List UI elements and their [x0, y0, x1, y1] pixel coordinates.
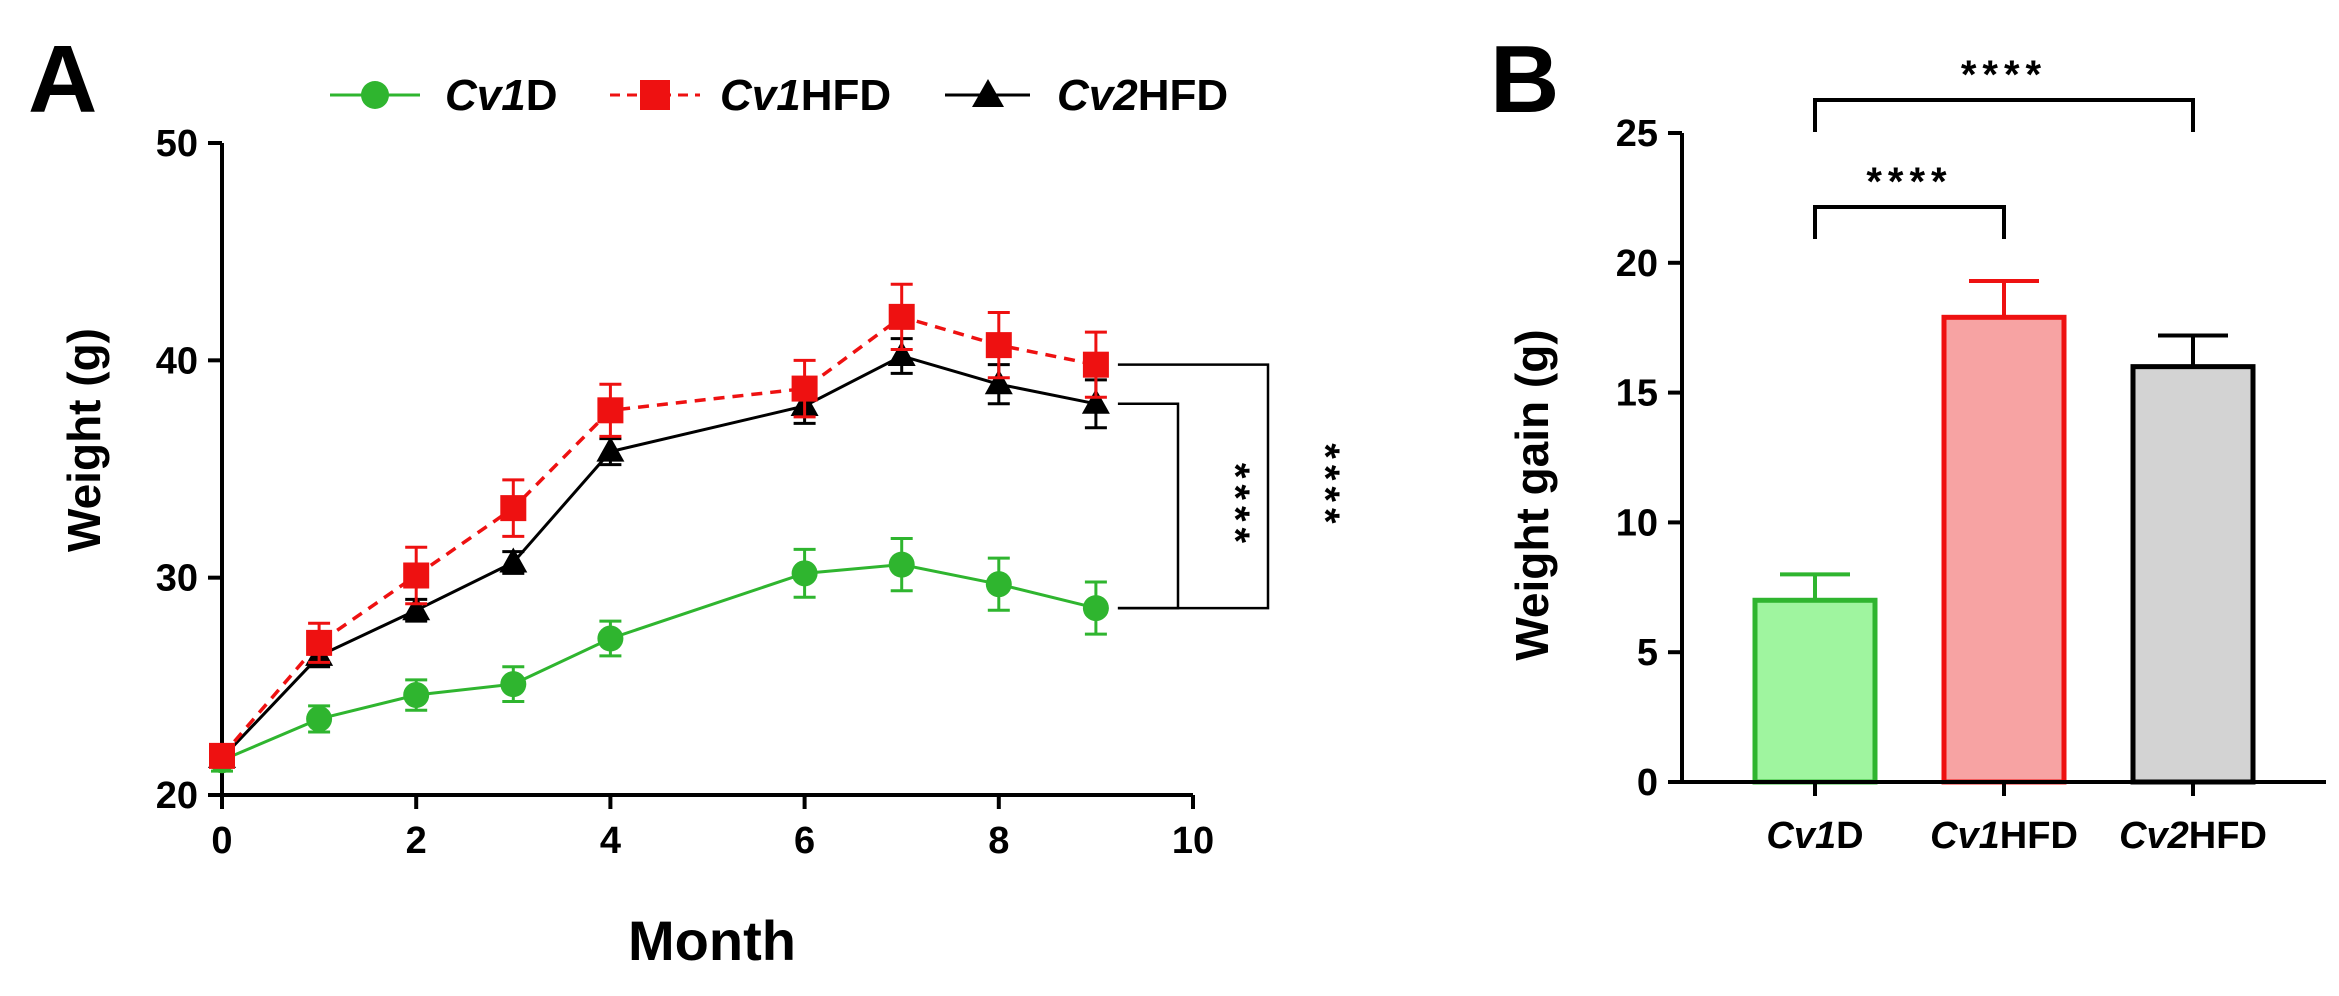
y-tick-label-a: 40: [156, 340, 198, 382]
data-point-cv1hfd: [209, 742, 235, 769]
y-tick-label-a: 20: [156, 775, 198, 817]
data-point-cv1hfd: [500, 495, 527, 522]
series-line-cv1d: [221, 563, 1097, 762]
significance-bracket-a: [1117, 363, 1270, 610]
x-axis-title-a: Month: [628, 909, 796, 972]
x-tick-label-a: 4: [600, 820, 621, 862]
data-point-cv1hfd: [306, 629, 333, 656]
data-point-cv1hfd: [791, 375, 818, 402]
plot-area-a: 20 30 40 50 0 2 4 6 8 10 **** ****: [156, 123, 1347, 862]
x-tick-label-a: 10: [1172, 820, 1214, 862]
y-tick-label-b: 5: [1637, 632, 1658, 674]
legend: Cv1D Cv1HFD Cv2HFD: [330, 71, 1228, 120]
data-point-cv2hfd: [1081, 388, 1110, 414]
bar: [1752, 597, 1878, 785]
data-point-cv1hfd: [985, 332, 1012, 359]
y-tick-label-b: 25: [1616, 113, 1658, 155]
x-tick-label-a: 2: [406, 820, 427, 862]
legend-marker-cv1d: [361, 81, 389, 109]
panel-b-label: B: [1490, 26, 1559, 133]
data-point-cv1d: [888, 551, 915, 578]
x-tick-label-a: 0: [211, 820, 232, 862]
data-point-cv2hfd: [984, 369, 1013, 395]
significance-label-b: ****: [1961, 53, 2047, 97]
category-label: Cv1D: [1766, 815, 1863, 857]
series-line-cv1hfd: [220, 314, 1097, 758]
data-point-cv1hfd: [888, 303, 915, 330]
significance-label-b: ****: [1866, 160, 1952, 204]
data-point-cv1hfd: [403, 562, 430, 589]
significance-bracket-a: [1117, 402, 1180, 610]
bar: [2130, 364, 2256, 785]
y-axis-title-a: Weight (g): [58, 328, 110, 552]
data-point-cv1d: [500, 671, 527, 698]
data-point-cv1d: [1082, 595, 1109, 622]
plot-area-b: Cv1D Cv1HFD Cv2HFD 0 5 10 15 20 25 **** ****: [1616, 53, 2326, 857]
data-point-cv1d: [306, 705, 333, 732]
data-point-cv1d: [597, 625, 624, 652]
category-label: Cv1HFD: [1930, 815, 2078, 857]
data-point-cv2hfd: [887, 340, 916, 366]
legend-entry-cv1hfd: Cv1HFD: [610, 71, 891, 120]
data-point-cv2hfd: [596, 436, 625, 462]
y-tick-label-a: 30: [156, 558, 198, 600]
significance-label-a: ****: [1213, 463, 1257, 549]
category-label: Cv2HFD: [2119, 815, 2267, 857]
x-tick-label-a: 8: [988, 820, 1009, 862]
legend-entry-cv1d: Cv1D: [330, 71, 558, 120]
panel-a-label: A: [28, 26, 97, 133]
y-axis-title-b: Weight gain (g): [1506, 329, 1558, 660]
legend-marker-cv2hfd: [972, 79, 1004, 107]
y-tick-label-a: 50: [156, 123, 198, 165]
legend-entry-cv2hfd: Cv2HFD: [945, 71, 1228, 120]
significance-bracket-b: [1813, 205, 2006, 239]
bar: [1941, 314, 2067, 785]
data-point-cv2hfd: [402, 595, 431, 621]
y-tick-label-b: 0: [1637, 762, 1658, 804]
data-point-cv1hfd: [597, 397, 624, 424]
legend-marker-cv1hfd: [640, 80, 670, 110]
series-line-cv2hfd: [220, 354, 1097, 760]
significance-bracket-b: [1813, 98, 2195, 132]
legend-label-cv2hfd: Cv2HFD: [1057, 71, 1228, 120]
x-tick-label-a: 6: [794, 820, 815, 862]
data-point-cv1d: [985, 571, 1012, 598]
data-point-cv1hfd: [1082, 351, 1109, 378]
significance-label-a: ****: [1303, 443, 1347, 529]
legend-label-cv1d: Cv1D: [445, 71, 558, 120]
data-point-cv1d: [403, 682, 430, 709]
legend-label-cv1hfd: Cv1HFD: [720, 71, 891, 120]
y-tick-label-b: 15: [1616, 373, 1658, 415]
y-tick-label-b: 10: [1616, 502, 1658, 544]
data-point-cv2hfd: [499, 547, 528, 573]
data-point-cv1d: [791, 560, 818, 587]
y-tick-label-b: 20: [1616, 243, 1658, 285]
